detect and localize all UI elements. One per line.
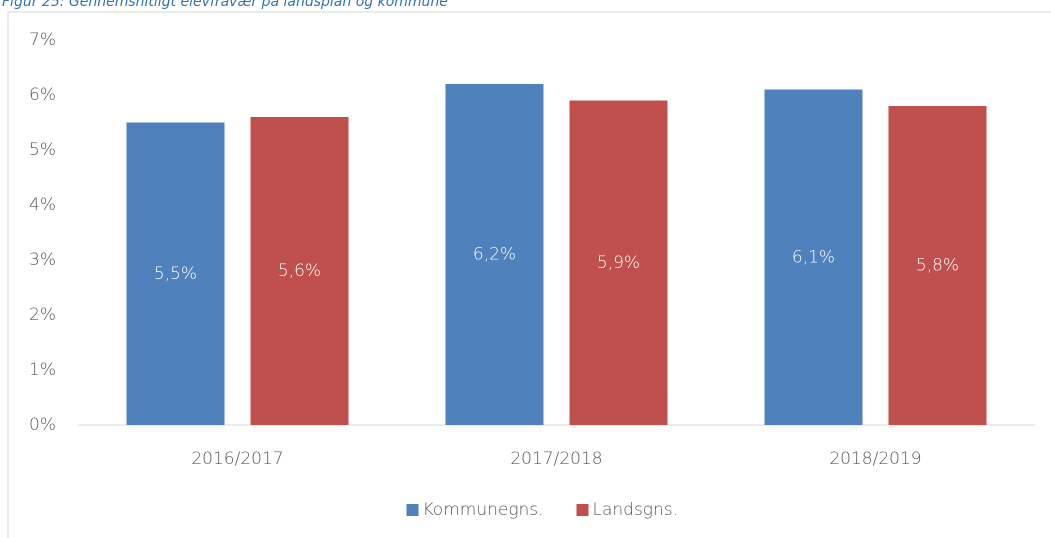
bar — [569, 100, 668, 425]
y-tick-label: 1% — [29, 360, 56, 380]
bar — [888, 106, 987, 425]
value-label vl: 5,8% — [916, 256, 959, 276]
value-label vl: 5,9% — [597, 253, 640, 273]
x-tick-label: 2018/2019 — [829, 449, 921, 469]
bar — [445, 84, 544, 425]
y-tick-label: 6% — [29, 85, 56, 105]
y-tick-label: 5% — [29, 140, 56, 160]
chart-title: Figur 25: Gennemsnitligt elevfravær på l… — [2, 0, 448, 10]
legend-swatch — [576, 504, 589, 516]
value-label vl: 5,6% — [278, 261, 321, 281]
legend-swatch — [406, 504, 419, 516]
legend-label: Landsgns. — [593, 500, 679, 520]
y-tick-label: 2% — [29, 305, 56, 325]
x-tick-label: 2017/2018 — [510, 449, 602, 469]
y-tick-label: 4% — [29, 195, 56, 215]
bar — [250, 117, 349, 425]
y-tick-label: 0% — [29, 415, 56, 435]
value-label vl: 6,2% — [473, 245, 516, 265]
y-tick-label: 7% — [29, 30, 56, 50]
legend-label: Kommunegns. — [423, 500, 544, 520]
x-tick-label: 2016/2017 — [191, 449, 283, 469]
value-label vl: 6,1% — [792, 247, 835, 267]
y-tick-label: 3% — [29, 250, 56, 270]
value-label vl: 5,5% — [154, 264, 197, 284]
bar — [126, 122, 225, 425]
bar — [764, 89, 863, 425]
